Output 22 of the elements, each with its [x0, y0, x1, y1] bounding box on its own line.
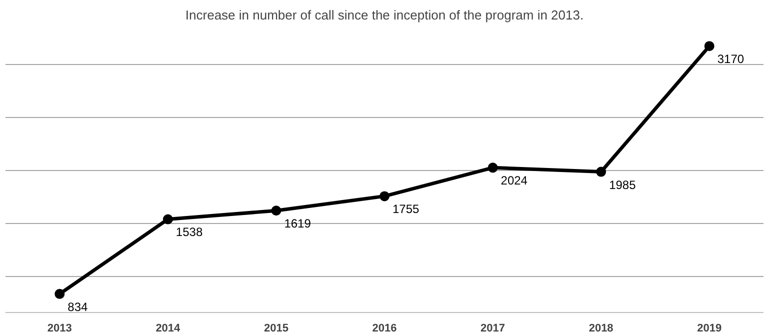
x-tick-label: 2015	[264, 322, 288, 334]
data-label: 1985	[609, 178, 636, 192]
data-label: 3170	[717, 52, 744, 66]
point	[488, 162, 498, 173]
point	[271, 206, 282, 216]
x-tick-label: 2013	[47, 322, 72, 334]
data-label: 1538	[176, 225, 203, 240]
chart-title: Increase in number of call since the inception of the program in 2013.	[185, 8, 584, 22]
x-tick-label: 2019	[697, 322, 722, 334]
data-label: 2024	[500, 174, 528, 188]
x-tick-label: 2017	[480, 322, 506, 334]
point	[54, 288, 65, 299]
point	[380, 191, 390, 202]
data-label: 1619	[284, 216, 312, 231]
x-tick-label: 2014	[156, 322, 182, 334]
point	[704, 41, 714, 52]
data-label: 1755	[392, 202, 420, 216]
x-tick-label: 2016	[372, 322, 397, 334]
data-label: 834	[68, 300, 88, 314]
point	[596, 166, 606, 177]
x-tick-label: 2018	[588, 322, 614, 334]
point	[162, 214, 173, 224]
